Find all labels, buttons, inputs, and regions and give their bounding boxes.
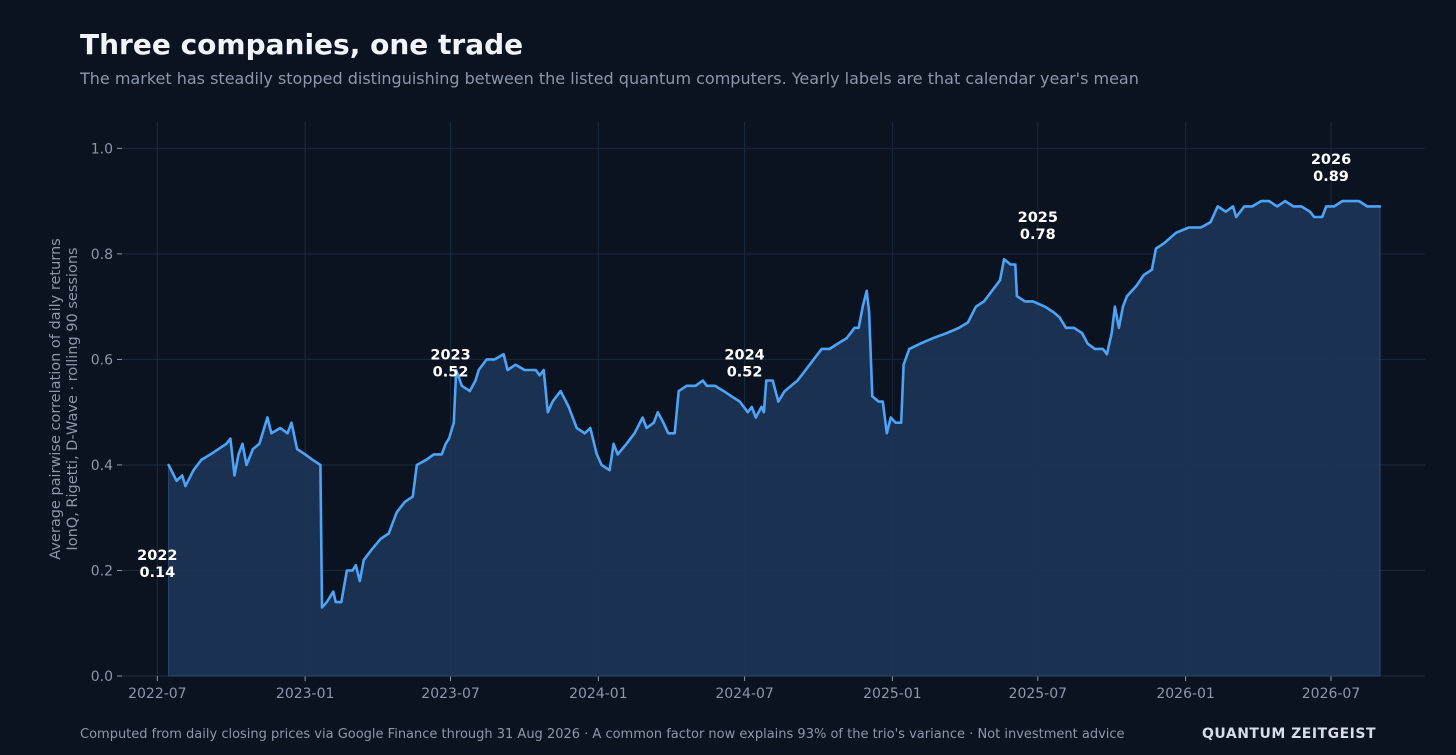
year-annotation-value: 0.52 — [433, 364, 469, 380]
year-annotation-label: 2025 — [1018, 210, 1058, 226]
x-tick-label: 2025-07 — [1009, 686, 1068, 702]
year-annotation-value: 0.78 — [1020, 227, 1056, 243]
y-axis-label: Average pairwise correlation of daily re… — [48, 238, 81, 559]
year-annotation-label: 2026 — [1311, 152, 1351, 168]
x-tick-label: 2022-07 — [128, 686, 187, 702]
y-tick-label: 0.4 — [91, 458, 113, 474]
chart-subtitle: The market has steadily stopped distingu… — [80, 69, 1139, 88]
year-annotation-label: 2024 — [724, 347, 764, 363]
year-annotation-value: 0.52 — [727, 364, 763, 380]
series-area — [168, 200, 1381, 677]
series-line — [167, 199, 1382, 609]
y-axis-label-line: Average pairwise correlation of daily re… — [48, 238, 64, 559]
x-tick-label: 2026-01 — [1156, 686, 1215, 702]
year-annotation-label: 2022 — [137, 548, 177, 564]
x-tick-label: 2023-07 — [421, 686, 480, 702]
y-tick-label: 0.2 — [91, 563, 113, 579]
year-annotation-label: 2023 — [430, 347, 470, 363]
x-tick-label: 2026-07 — [1302, 686, 1361, 702]
y-tick-label: 1.0 — [91, 141, 113, 157]
x-tick-label: 2024-01 — [569, 686, 628, 702]
chart-title: Three companies, one trade — [80, 28, 524, 61]
x-tick-label: 2025-01 — [863, 686, 922, 702]
y-tick-label: 0.8 — [91, 247, 113, 263]
year-annotation-value: 0.14 — [139, 565, 175, 581]
y-tick-label: 0.6 — [91, 352, 113, 368]
footer-note: Computed from daily closing prices via G… — [80, 727, 1125, 742]
y-axis-label-line: IonQ, Rigetti, D-Wave · rolling 90 sessi… — [65, 247, 81, 550]
y-tick-label: 0.0 — [91, 669, 113, 685]
year-annotation-value: 0.89 — [1313, 169, 1349, 185]
x-tick-label: 2023-01 — [276, 686, 335, 702]
x-tick-label: 2024-07 — [715, 686, 774, 702]
brand-label: QUANTUM ZEITGEIST — [1202, 726, 1376, 742]
